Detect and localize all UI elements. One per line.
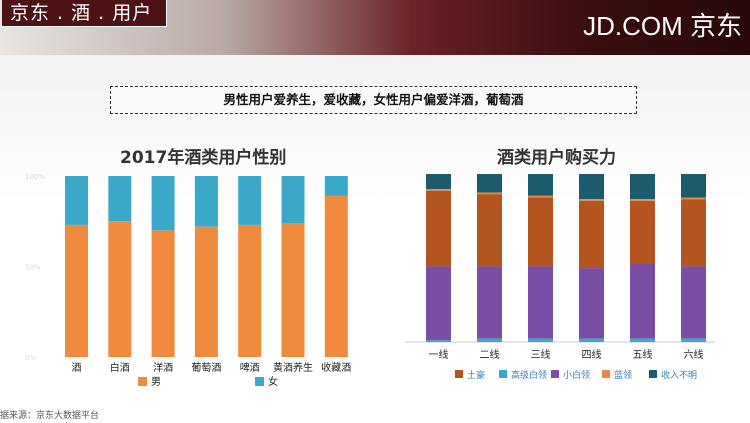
purchasing-chart-title: 酒类用户购买力 <box>497 148 616 168</box>
bar-segment <box>477 174 502 193</box>
x-tick-label: 啤酒 <box>240 362 260 374</box>
bar-segment <box>426 189 451 191</box>
bar-segment <box>426 340 451 342</box>
bar-segment <box>681 338 706 342</box>
bar-female <box>151 176 175 231</box>
bar-segment <box>528 266 553 339</box>
x-tick-label: 一线 <box>429 348 449 361</box>
bar-segment <box>528 338 553 342</box>
bar-male <box>238 224 262 357</box>
bar-segment <box>579 268 604 339</box>
legend-swatch <box>602 370 610 378</box>
x-tick-label: 二线 <box>480 348 500 361</box>
y-tick-label: 0% <box>25 354 36 362</box>
bar-segment <box>681 174 706 198</box>
bar-segment <box>579 174 604 200</box>
bar-male <box>151 230 175 357</box>
x-tick-label: 葡萄酒 <box>191 361 221 374</box>
bar-female <box>238 176 262 225</box>
y-tick-label: 50% <box>25 264 41 272</box>
x-tick-label: 收藏酒 <box>321 361 351 374</box>
bar-segment <box>681 266 706 339</box>
bar-segment <box>579 200 604 269</box>
x-tick-label: 三线 <box>531 348 551 361</box>
bar-segment <box>630 338 655 342</box>
bar-segment <box>630 200 655 264</box>
x-tick-label: 四线 <box>582 348 602 361</box>
legend-male-swatch <box>138 377 147 386</box>
y-tick-label: 100% <box>25 173 45 181</box>
bar-segment <box>477 338 502 342</box>
bar-male <box>281 223 305 357</box>
legend-label: 高级白领 <box>511 369 547 381</box>
legend-swatch <box>551 370 559 378</box>
x-tick-label: 酒 <box>72 362 82 374</box>
x-tick-label: 六线 <box>684 348 704 361</box>
legend-swatch <box>649 370 657 378</box>
x-tick-label: 五线 <box>633 348 653 361</box>
bar-segment <box>426 174 451 190</box>
bar-female <box>281 176 305 224</box>
x-tick-label: 黄酒养生 <box>273 361 313 374</box>
bar-female <box>65 176 88 225</box>
bar-segment <box>477 194 502 267</box>
bar-segment <box>528 195 553 198</box>
bar-segment <box>579 199 604 201</box>
bar-segment <box>681 197 706 200</box>
legend-male-label: 男 <box>151 376 161 388</box>
bar-male <box>194 226 218 357</box>
page-title: 京东 . 酒 . 用户 <box>2 0 168 27</box>
bar-segment <box>630 199 655 201</box>
summary-box: 男性用户爱养生，爱收藏，女性用户偏爱洋酒，葡萄酒 <box>110 86 637 114</box>
header-banner: 京东 . 酒 . 用户 JD.COM 京东 <box>0 0 750 55</box>
bar-male <box>65 224 88 357</box>
bar-female <box>324 176 348 196</box>
bar-segment <box>426 190 451 267</box>
bar-segment <box>681 199 706 267</box>
bar-segment <box>477 192 502 195</box>
legend-female-swatch <box>255 377 264 386</box>
legend-female-label: 女 <box>268 375 278 388</box>
x-tick-label: 洋酒 <box>153 361 173 374</box>
bar-segment <box>630 263 655 339</box>
jd-logo: JD.COM 京东 <box>583 11 742 41</box>
legend-swatch <box>455 370 463 378</box>
bar-segment <box>528 197 553 267</box>
bar-female <box>194 176 218 227</box>
gender-chart-title: 2017年酒类用户性别 <box>120 148 287 168</box>
bar-segment <box>579 338 604 342</box>
x-tick-label: 白酒 <box>110 361 130 374</box>
bar-segment <box>630 174 655 200</box>
bar-segment <box>426 266 451 341</box>
legend-label: 土豪 <box>467 369 485 381</box>
legend-label: 小白领 <box>563 369 590 381</box>
legend-label: 蓝领 <box>614 369 632 381</box>
bar-segment <box>477 266 502 339</box>
bar-segment <box>528 174 553 196</box>
bar-male <box>324 195 348 357</box>
data-source: 据来源：京东大数据平台 <box>0 411 100 421</box>
legend-swatch <box>499 370 507 378</box>
bar-female <box>108 176 132 222</box>
legend-label: 收入不明 <box>661 369 697 381</box>
bar-male <box>108 221 132 357</box>
